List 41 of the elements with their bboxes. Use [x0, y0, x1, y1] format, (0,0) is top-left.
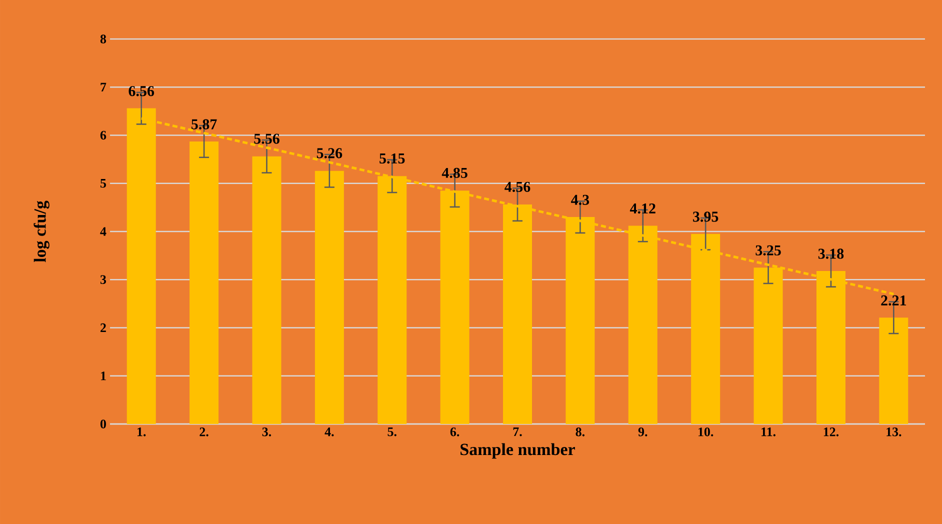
x-axis-title: Sample number: [460, 443, 575, 459]
data-label: 5.26: [316, 148, 342, 158]
bar: [314, 170, 344, 424]
y-tick-label: 6: [100, 130, 106, 140]
x-tick-label: 3.: [262, 428, 272, 436]
data-label: 5.87: [192, 119, 217, 130]
data-label: 3.25: [756, 245, 781, 256]
x-tick-label: 12.: [824, 428, 839, 436]
x-tick-label: 7.: [513, 428, 522, 436]
y-tick-label: 0: [100, 420, 106, 428]
x-tick-label: 2.: [200, 428, 208, 436]
bar: [879, 318, 908, 424]
x-tick-label: 9.: [638, 428, 648, 436]
y-tick-label: 5: [100, 179, 106, 188]
y-tick-label: 4: [100, 227, 106, 236]
y-tick-label: 2: [100, 323, 106, 332]
data-label: 5.15: [380, 153, 405, 164]
data-label: 4.56: [504, 182, 530, 192]
data-label: 5.56: [254, 134, 280, 144]
bar: [252, 156, 282, 424]
x-tick-label: 6.: [450, 428, 460, 436]
bar: [190, 142, 219, 424]
y-axis-title: log cfu/g: [34, 200, 50, 262]
data-label: 3.95: [693, 212, 718, 222]
x-tick-label: 8.: [576, 428, 584, 436]
x-tick-label: 5.: [388, 428, 396, 436]
data-label: 6.56: [128, 86, 154, 96]
data-label: 4.3: [571, 194, 590, 205]
y-tick-label: 1: [101, 372, 106, 380]
y-tick-label: 3: [100, 275, 106, 284]
y-tick-label: 8: [100, 34, 106, 44]
data-label: 3.18: [818, 248, 844, 259]
x-tick-label: 4.: [324, 428, 334, 436]
x-tick-label: 10.: [698, 428, 714, 436]
data-label: 4.85: [442, 168, 468, 178]
x-tick-label: 11.: [762, 428, 776, 436]
data-label: 2.21: [881, 295, 906, 306]
data-label: 4.12: [630, 203, 656, 214]
x-tick-label: 1.: [138, 428, 146, 436]
y-tick-label: 7: [100, 82, 106, 92]
x-tick-label: 13.: [886, 428, 902, 436]
